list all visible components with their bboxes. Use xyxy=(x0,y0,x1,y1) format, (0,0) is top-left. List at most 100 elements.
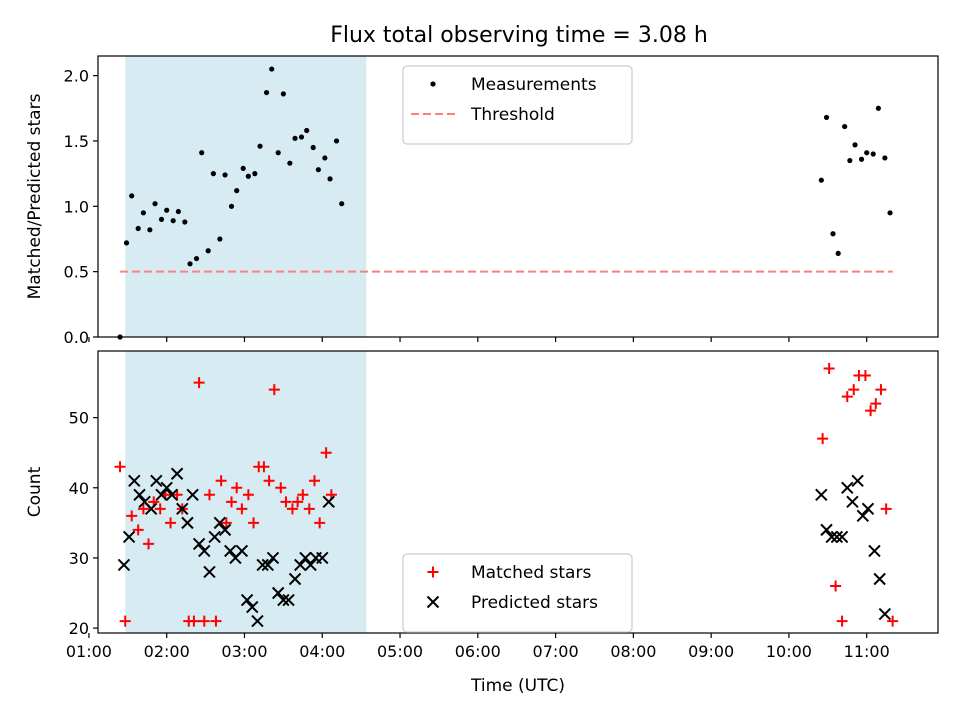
measurement-point xyxy=(298,134,305,140)
predicted-star-point xyxy=(873,572,886,586)
predicted-star-point xyxy=(815,488,828,502)
measurement-point xyxy=(870,151,876,157)
matched-star-point xyxy=(823,363,835,375)
predicted-star-point xyxy=(240,593,254,607)
predicted-star-point xyxy=(322,495,335,509)
measurement-point xyxy=(217,236,223,242)
measurement-point xyxy=(280,91,286,97)
predicted-star-point xyxy=(192,537,206,551)
matched-star-point xyxy=(817,433,829,445)
predicted-star-point xyxy=(825,530,838,544)
measurement-point xyxy=(875,105,881,111)
predicted-star-point xyxy=(218,523,232,537)
predicted-star-point xyxy=(299,551,312,565)
measurement-point xyxy=(147,227,153,233)
matched-star-point xyxy=(226,496,238,508)
measurement-point xyxy=(240,165,246,171)
matched-star-point xyxy=(865,405,877,417)
measurement-point xyxy=(158,216,165,222)
x-tick-label: 07:00 xyxy=(533,642,579,661)
y-tick-label: 30 xyxy=(69,549,89,568)
matched-star-point xyxy=(848,384,860,396)
predicted-star-point xyxy=(288,572,302,586)
x-tick-label: 10:00 xyxy=(766,642,812,661)
matched-star-point xyxy=(188,615,200,627)
measurement-point xyxy=(193,255,200,262)
count-panel: 20 30 40 50 01:00 02:00 03:00 04:00 05:00 06:00 07… xyxy=(25,350,939,696)
matched-star-point xyxy=(887,615,899,627)
predicted-star-point xyxy=(181,516,194,530)
measurement-point xyxy=(123,240,130,246)
predicted-star-point xyxy=(820,523,833,537)
measurement-point xyxy=(852,142,858,148)
measurement-point xyxy=(263,89,270,96)
matched-star-point xyxy=(263,475,275,487)
matched-star-point xyxy=(859,370,871,382)
legend-marker-x xyxy=(426,595,440,609)
x-tick-label: 05:00 xyxy=(377,642,423,661)
measurement-point xyxy=(252,171,258,177)
predicted-star-point xyxy=(861,502,875,516)
predicted-star-point xyxy=(213,516,227,530)
predicted-star-point xyxy=(294,558,307,572)
predicted-star-point xyxy=(155,488,168,502)
predicted-star-point xyxy=(851,474,864,487)
measurement-point xyxy=(333,138,340,144)
x-tick-label: 06:00 xyxy=(455,642,501,661)
legend: Measurements Threshold xyxy=(402,65,633,145)
measurement-point xyxy=(842,123,848,130)
y-tick-label: 0.0 xyxy=(64,328,89,347)
measurement-point xyxy=(269,66,275,72)
predicted-star-point xyxy=(165,488,179,502)
legend-box xyxy=(402,65,633,145)
measurement-point xyxy=(222,172,228,178)
measurement-point xyxy=(287,160,293,166)
predicted-star-point xyxy=(835,530,849,544)
predicted-star-point xyxy=(160,481,173,494)
y-tick-label: 1.5 xyxy=(64,132,89,151)
measurement-point xyxy=(322,155,328,161)
matched-star-point xyxy=(119,615,131,627)
matched-star-point xyxy=(220,517,232,529)
matched-star-point xyxy=(198,615,210,627)
measurement-point xyxy=(205,248,211,254)
matched-star-point xyxy=(880,503,892,515)
measurement-point xyxy=(175,208,181,215)
matched-star-point xyxy=(248,517,260,529)
matched-star-point xyxy=(143,538,155,550)
predicted-star-point xyxy=(133,488,146,502)
x-tick-label: 11:00 xyxy=(844,642,890,661)
predicted-star-point xyxy=(128,474,141,487)
chart-title: Flux total observing time = 3.08 h xyxy=(330,23,708,48)
matched-star-point xyxy=(236,503,248,515)
matched-star-point xyxy=(231,482,243,494)
legend-label: Threshold xyxy=(470,105,555,125)
matched-star-point xyxy=(314,517,326,529)
legend-marker-dot xyxy=(430,81,436,87)
measurement-point xyxy=(210,171,216,177)
matched-star-point xyxy=(303,503,315,515)
predicted-star-point xyxy=(856,509,870,523)
measurement-point xyxy=(304,127,310,134)
predicted-star-point xyxy=(246,600,259,614)
measurement-point xyxy=(310,144,316,151)
legend-label: Measurements xyxy=(471,75,597,95)
y-tick-label: 50 xyxy=(69,409,89,428)
measurement-point xyxy=(315,167,321,173)
legend: Matched stars Predicted stars xyxy=(402,553,633,633)
legend-box xyxy=(402,553,633,633)
measurement-point xyxy=(847,157,853,164)
matched-star-point xyxy=(841,391,853,403)
matched-star-point xyxy=(126,510,138,522)
matched-star-point xyxy=(132,524,144,536)
predicted-star-point xyxy=(117,558,131,572)
measurement-point xyxy=(129,193,135,199)
matched-star-point xyxy=(292,496,304,508)
measurement-point xyxy=(830,231,836,237)
x-tick-label: 02:00 xyxy=(144,642,190,661)
matched-star-point xyxy=(286,503,298,515)
measurement-point xyxy=(292,135,298,141)
matched-star-point xyxy=(280,496,292,508)
measurement-point xyxy=(864,150,870,156)
